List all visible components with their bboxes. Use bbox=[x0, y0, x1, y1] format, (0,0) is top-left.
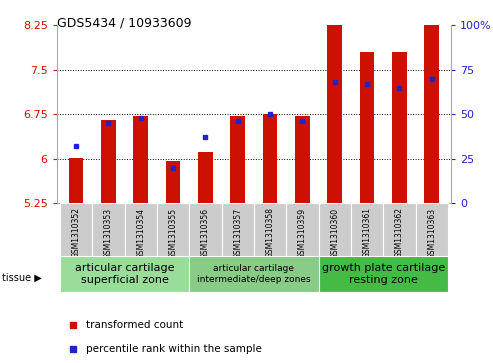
Bar bbox=[230, 116, 245, 203]
FancyBboxPatch shape bbox=[383, 203, 416, 256]
FancyBboxPatch shape bbox=[351, 203, 383, 256]
Text: articular cartilage
superficial zone: articular cartilage superficial zone bbox=[75, 263, 175, 285]
Text: GSM1310356: GSM1310356 bbox=[201, 208, 210, 258]
FancyBboxPatch shape bbox=[92, 203, 125, 256]
Bar bbox=[327, 20, 342, 203]
Text: GSM1310359: GSM1310359 bbox=[298, 208, 307, 258]
Bar bbox=[69, 158, 83, 203]
Text: GSM1310362: GSM1310362 bbox=[395, 208, 404, 258]
Bar bbox=[134, 116, 148, 203]
FancyBboxPatch shape bbox=[318, 256, 448, 292]
Text: GSM1310354: GSM1310354 bbox=[136, 208, 145, 258]
Bar bbox=[360, 52, 374, 203]
FancyBboxPatch shape bbox=[416, 203, 448, 256]
Text: percentile rank within the sample: percentile rank within the sample bbox=[86, 344, 262, 354]
Text: GSM1310353: GSM1310353 bbox=[104, 208, 113, 258]
FancyBboxPatch shape bbox=[254, 203, 286, 256]
FancyBboxPatch shape bbox=[157, 203, 189, 256]
FancyBboxPatch shape bbox=[189, 256, 318, 292]
FancyBboxPatch shape bbox=[60, 256, 189, 292]
Text: GSM1310363: GSM1310363 bbox=[427, 208, 436, 258]
Bar bbox=[198, 152, 212, 203]
FancyBboxPatch shape bbox=[286, 203, 318, 256]
Text: GSM1310361: GSM1310361 bbox=[362, 208, 372, 258]
Text: GSM1310358: GSM1310358 bbox=[266, 208, 275, 258]
Bar bbox=[263, 114, 278, 203]
Text: GSM1310352: GSM1310352 bbox=[71, 208, 80, 258]
Text: articular cartilage
intermediate/deep zones: articular cartilage intermediate/deep zo… bbox=[197, 264, 311, 284]
Text: GSM1310355: GSM1310355 bbox=[169, 208, 177, 258]
FancyBboxPatch shape bbox=[60, 203, 92, 256]
Text: tissue ▶: tissue ▶ bbox=[2, 273, 42, 283]
Text: GSM1310357: GSM1310357 bbox=[233, 208, 242, 258]
FancyBboxPatch shape bbox=[221, 203, 254, 256]
Bar bbox=[392, 52, 407, 203]
Text: GSM1310360: GSM1310360 bbox=[330, 208, 339, 258]
Bar bbox=[101, 120, 116, 203]
Bar bbox=[295, 116, 310, 203]
Text: GDS5434 / 10933609: GDS5434 / 10933609 bbox=[57, 16, 191, 29]
FancyBboxPatch shape bbox=[189, 203, 221, 256]
Text: transformed count: transformed count bbox=[86, 321, 183, 330]
Bar bbox=[424, 4, 439, 203]
Bar bbox=[166, 161, 180, 203]
FancyBboxPatch shape bbox=[318, 203, 351, 256]
Text: growth plate cartilage
resting zone: growth plate cartilage resting zone bbox=[321, 263, 445, 285]
FancyBboxPatch shape bbox=[125, 203, 157, 256]
